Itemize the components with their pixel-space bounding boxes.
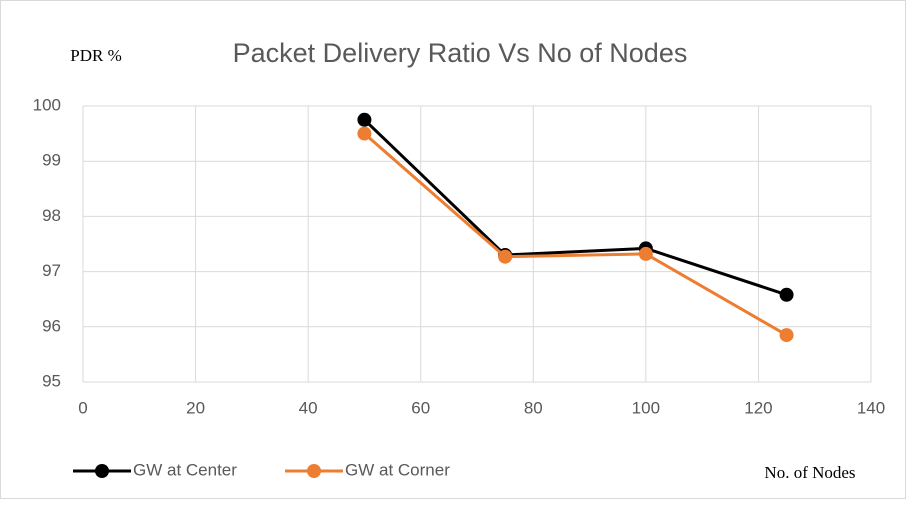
data-point: [357, 112, 372, 127]
y-tick-label: 96: [42, 316, 61, 335]
data-point: [638, 246, 653, 261]
x-tick-label: 0: [78, 398, 87, 417]
data-point: [779, 287, 794, 302]
x-tick-label: 60: [411, 398, 430, 417]
y-tick-label: 98: [42, 206, 61, 225]
legend-marker: [307, 464, 321, 478]
x-tick-label: 140: [857, 398, 885, 417]
legend-label: GW at Corner: [345, 460, 450, 479]
legend-marker: [95, 464, 109, 478]
x-tick-label: 40: [299, 398, 318, 417]
y-axis-label: PDR %: [70, 46, 121, 65]
data-point: [498, 249, 513, 264]
x-axis-label: No. of Nodes: [764, 463, 855, 482]
x-tick-label: 100: [632, 398, 660, 417]
x-tick-label: 20: [186, 398, 205, 417]
chart-title: Packet Delivery Ratio Vs No of Nodes: [233, 38, 688, 68]
series-line: [363, 132, 788, 337]
data-point: [357, 126, 372, 141]
y-tick-label: 95: [42, 371, 61, 390]
y-tick-label: 97: [42, 261, 61, 280]
y-tick-label: 99: [42, 151, 61, 170]
data-point: [779, 328, 794, 343]
x-tick-label: 80: [524, 398, 543, 417]
x-tick-label: 120: [744, 398, 772, 417]
series-line: [363, 118, 788, 297]
y-tick-label: 100: [33, 95, 61, 114]
legend-label: GW at Center: [133, 460, 237, 479]
